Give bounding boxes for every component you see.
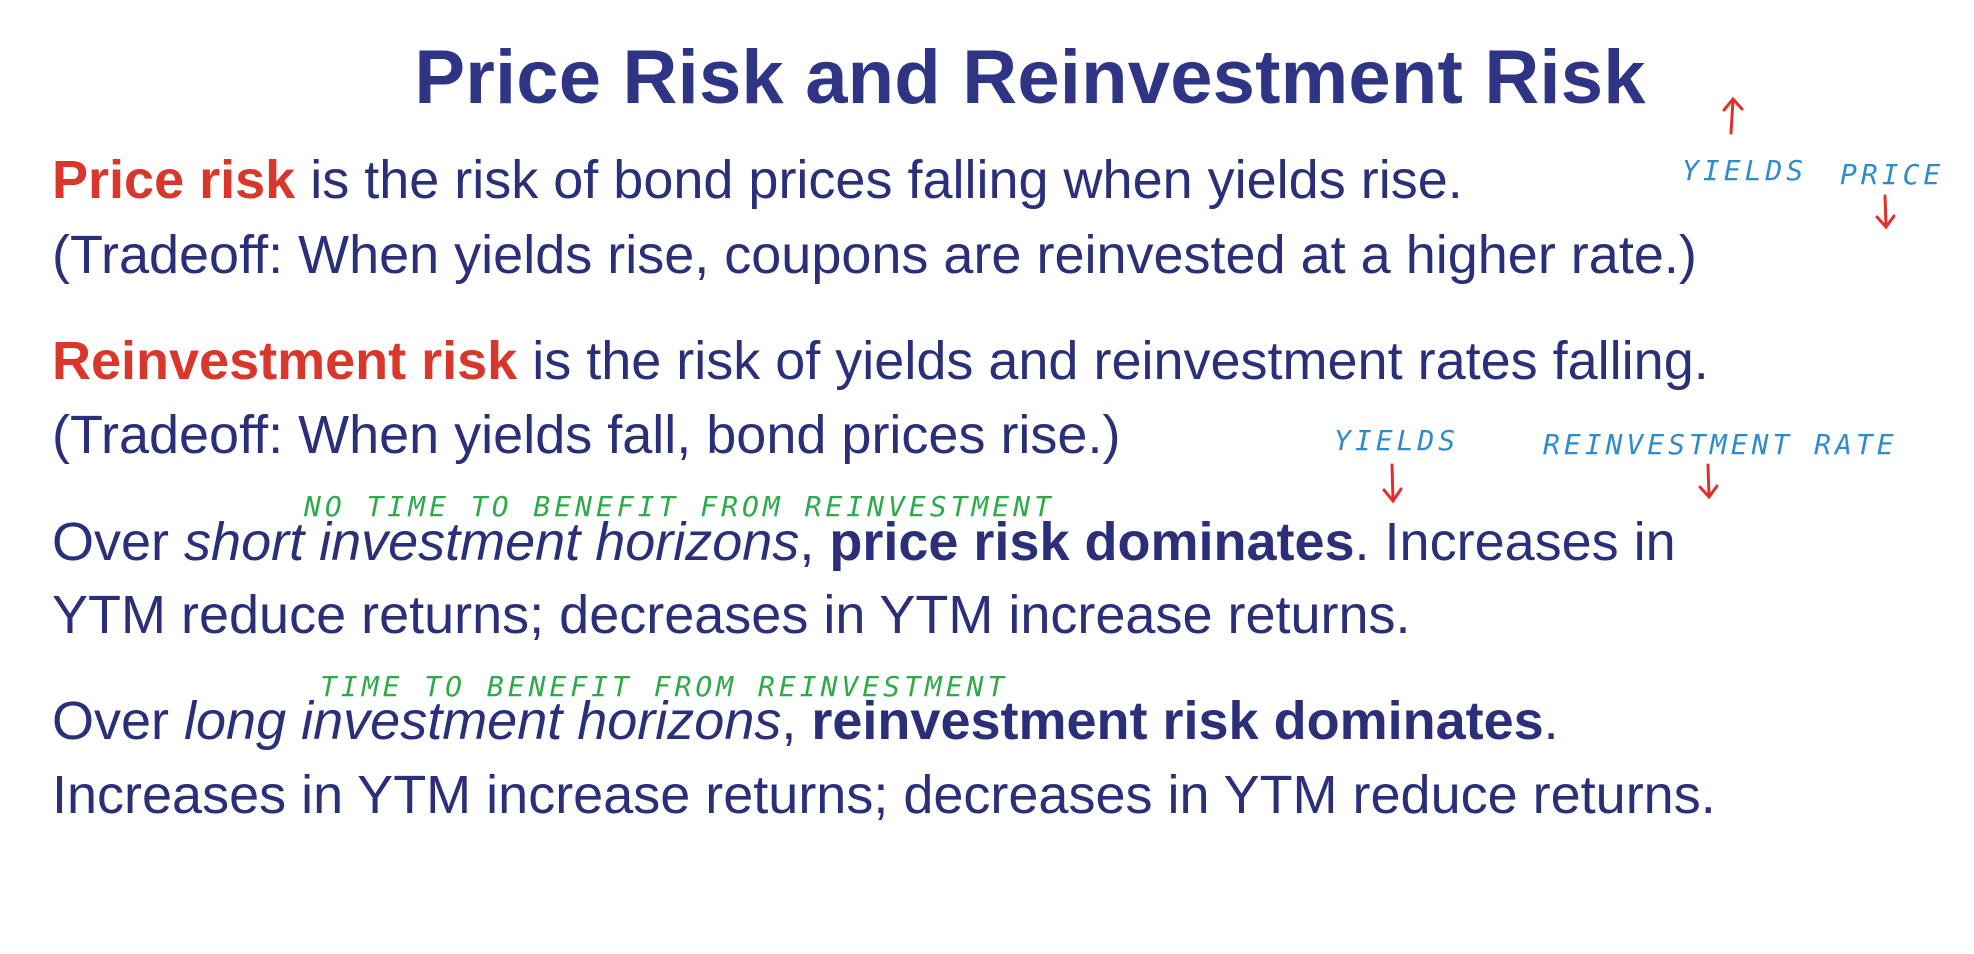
annotation-reinvestment-rate: REINVESTMENT RATE bbox=[1543, 428, 1898, 461]
down-arrow-icon bbox=[1698, 463, 1719, 500]
short-after: . Increases in bbox=[1354, 512, 1676, 572]
price-risk-text: is the risk of bond prices falling when … bbox=[295, 150, 1463, 210]
annotation-time-to-benefit: TIME TO BENEFIT FROM REINVESTMENT bbox=[320, 670, 1009, 703]
long-horizon-line-1: Over long investment horizons, reinvestm… bbox=[52, 694, 1559, 748]
reinvestment-risk-term: Reinvestment risk bbox=[52, 331, 518, 391]
slide-title: Price Risk and Reinvestment Risk bbox=[414, 35, 1646, 120]
reinvestment-risk-definition: Reinvestment risk is the risk of yields … bbox=[52, 334, 1709, 388]
long-horizon-phrase: long investment horizons bbox=[184, 691, 782, 751]
long-comma: , bbox=[781, 691, 812, 751]
reinvestment-risk-dominates: reinvestment risk dominates bbox=[811, 691, 1544, 751]
down-arrow-icon bbox=[1382, 463, 1403, 504]
annotation-no-time-to-benefit: NO TIME TO BENEFIT FROM REINVESTMENT bbox=[304, 490, 1055, 523]
reinvestment-risk-text: is the risk of yields and reinvestment r… bbox=[517, 331, 1709, 391]
short-horizon-line-1: Over short investment horizons, price ri… bbox=[52, 515, 1676, 569]
price-risk-tradeoff: (Tradeoff: When yields rise, coupons are… bbox=[52, 225, 1697, 285]
annotation-price: PRICE bbox=[1840, 158, 1945, 191]
long-horizon-line-2: Increases in YTM increase returns; decre… bbox=[52, 765, 1716, 825]
price-risk-dominates: price risk dominates bbox=[829, 512, 1355, 572]
short-over: Over bbox=[52, 512, 185, 572]
down-arrow-icon bbox=[1875, 194, 1896, 230]
price-risk-term: Price risk bbox=[52, 150, 296, 210]
price-risk-definition: Price risk is the risk of bond prices fa… bbox=[52, 153, 1463, 207]
annotation-yields-2: YIELDS bbox=[1334, 424, 1460, 457]
annotation-yields-1: YIELDS bbox=[1682, 154, 1808, 187]
reinvestment-risk-tradeoff: (Tradeoff: When yields fall, bond prices… bbox=[52, 405, 1121, 465]
long-after: . bbox=[1543, 691, 1559, 751]
short-horizon-line-2: YTM reduce returns; decreases in YTM inc… bbox=[52, 585, 1411, 645]
short-horizon-phrase: short investment horizons bbox=[184, 512, 800, 572]
short-comma: , bbox=[799, 512, 830, 572]
long-over: Over bbox=[52, 691, 185, 751]
